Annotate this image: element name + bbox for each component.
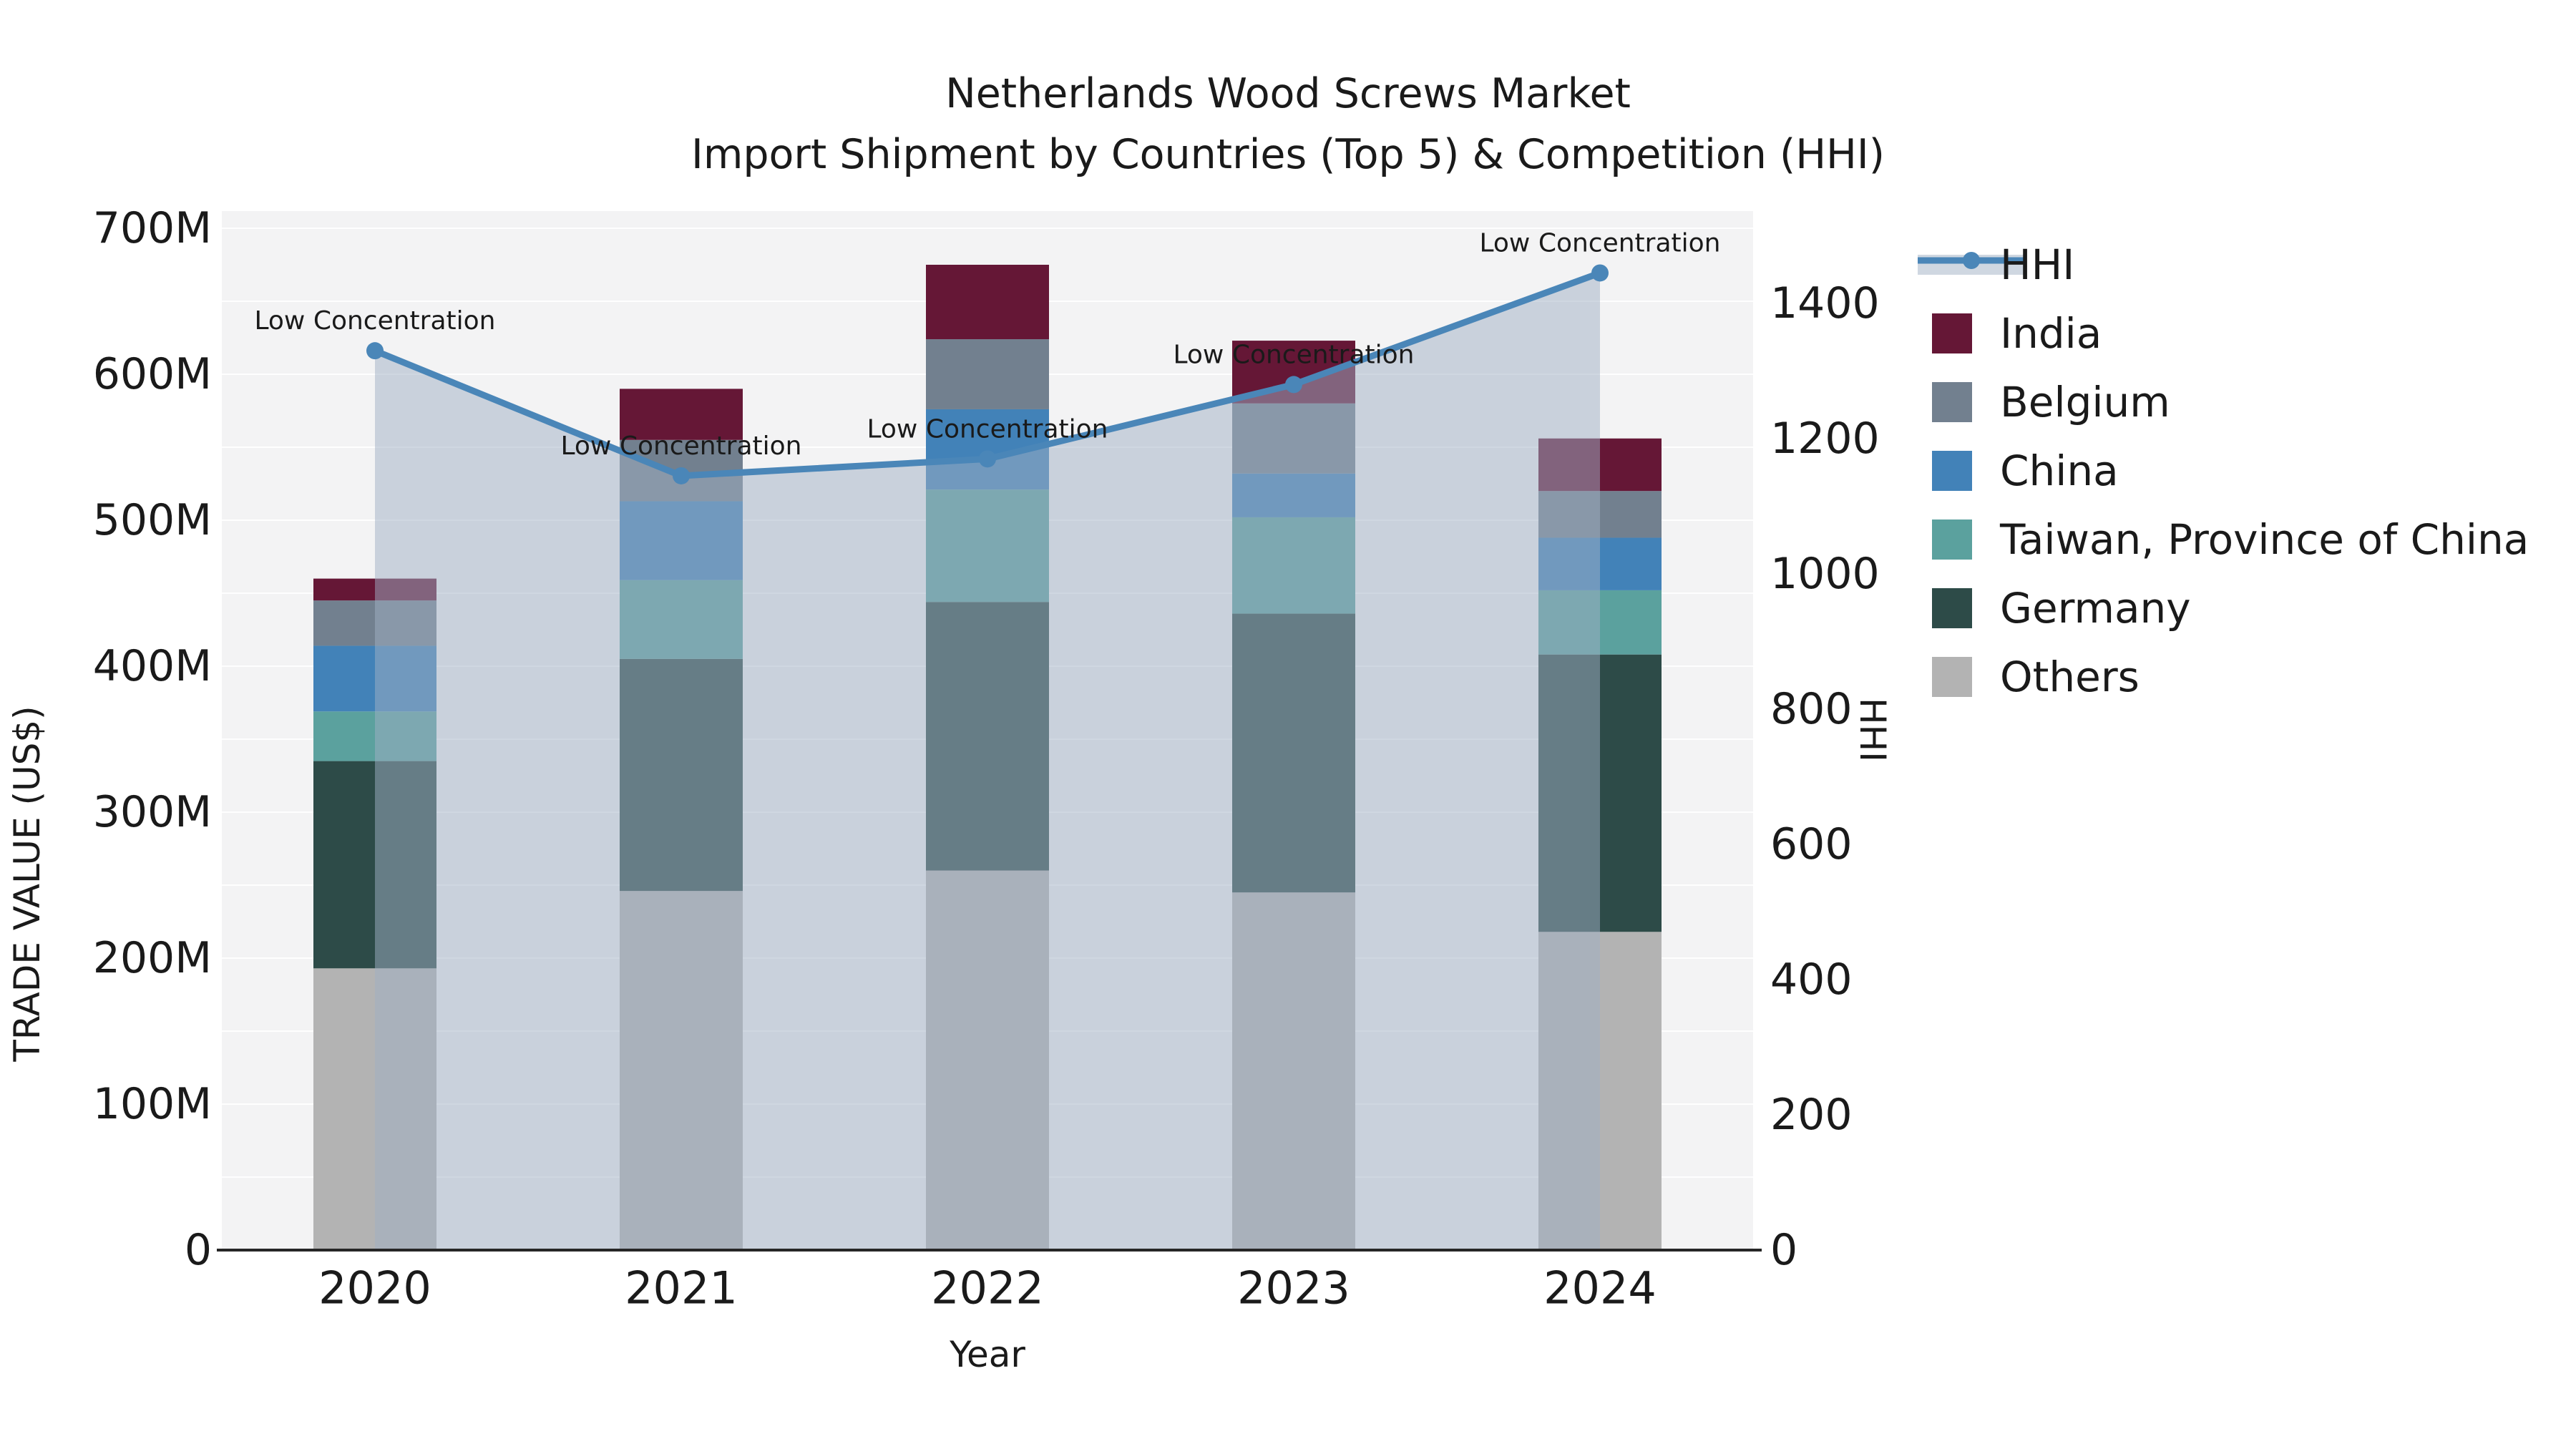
legend-hhi-marker: [1963, 252, 1980, 269]
x-axis-title: Year: [949, 1334, 1025, 1375]
x-tick-label: 2024: [1543, 1262, 1657, 1314]
hhi-marker-2023: [1285, 376, 1302, 394]
legend-label: Taiwan, Province of China: [1999, 515, 2529, 564]
y-axis-title-left: TRADE VALUE (US$): [6, 706, 48, 1062]
legend-item: India: [1932, 309, 2102, 358]
legend-item: Taiwan, Province of China: [1932, 515, 2529, 564]
figure-title-line1: Netherlands Wood Screws Market: [945, 70, 1631, 117]
y-tick-label-left: 700M: [93, 203, 212, 253]
y-tick-label-right: 0: [1770, 1225, 1797, 1275]
hhi-marker-2024: [1591, 264, 1609, 282]
y-axis-title-right: HHI: [1852, 698, 1893, 762]
bar-segment-india-2022: [926, 265, 1049, 340]
hhi-area-fill: [375, 273, 1600, 1251]
y-tick-label-left: 400M: [93, 641, 212, 691]
legend-item: China: [1932, 447, 2119, 495]
legend-swatch: [1932, 382, 1972, 422]
y-tick-label-right: 1400: [1770, 278, 1880, 328]
y-tick-label-right: 200: [1770, 1090, 1853, 1140]
y-tick-label-left: 0: [185, 1225, 212, 1275]
y-tick-label-left: 500M: [93, 495, 212, 545]
legend-swatch: [1932, 313, 1972, 353]
y-tick-label-left: 300M: [93, 787, 212, 837]
x-tick-label: 2020: [318, 1262, 431, 1314]
legend-label: Belgium: [2000, 378, 2170, 426]
legend-swatch: [1932, 657, 1972, 697]
figure-title-line2: Import Shipment by Countries (Top 5) & C…: [691, 131, 1885, 178]
hhi-marker-2020: [366, 342, 384, 360]
annotation-low-concentration-2022: Low Concentration: [867, 414, 1108, 444]
legend-label: HHI: [2000, 240, 2074, 289]
bar-segment-india-2021: [620, 389, 743, 440]
legend-label: Germany: [2000, 584, 2191, 633]
annotation-low-concentration-2023: Low Concentration: [1173, 340, 1414, 369]
bar-segment-belgium-2022: [926, 339, 1049, 409]
x-tick-label: 2022: [931, 1262, 1044, 1314]
legend-item: Others: [1932, 653, 2140, 701]
legend-label: India: [2000, 309, 2102, 358]
y-tick-label-right: 1000: [1770, 549, 1880, 599]
y-tick-label-left: 100M: [93, 1079, 212, 1129]
legend-item: Belgium: [1932, 378, 2170, 426]
y-tick-label-left: 600M: [93, 349, 212, 399]
legend-swatch: [1932, 451, 1972, 491]
legend-swatch: [1932, 588, 1972, 628]
annotation-low-concentration-2020: Low Concentration: [254, 306, 495, 336]
y-tick-label-right: 800: [1770, 684, 1853, 734]
legend-label: Others: [2000, 653, 2140, 701]
y-tick-label-right: 600: [1770, 819, 1853, 869]
annotation-low-concentration-2021: Low Concentration: [560, 431, 801, 461]
y-tick-label-right: 1200: [1770, 414, 1880, 464]
legend-item: HHI: [1918, 240, 2074, 289]
hhi-marker-2021: [673, 467, 690, 484]
y-tick-label-right: 400: [1770, 955, 1853, 1005]
hhi-marker-2022: [979, 450, 996, 468]
x-tick-label: 2023: [1237, 1262, 1350, 1314]
legend-swatch: [1932, 519, 1972, 560]
annotation-low-concentration-2024: Low Concentration: [1479, 228, 1720, 258]
legend-item: Germany: [1932, 584, 2191, 633]
x-tick-label: 2021: [625, 1262, 738, 1314]
y-tick-label-left: 200M: [93, 933, 212, 983]
legend-label: China: [2000, 447, 2119, 495]
